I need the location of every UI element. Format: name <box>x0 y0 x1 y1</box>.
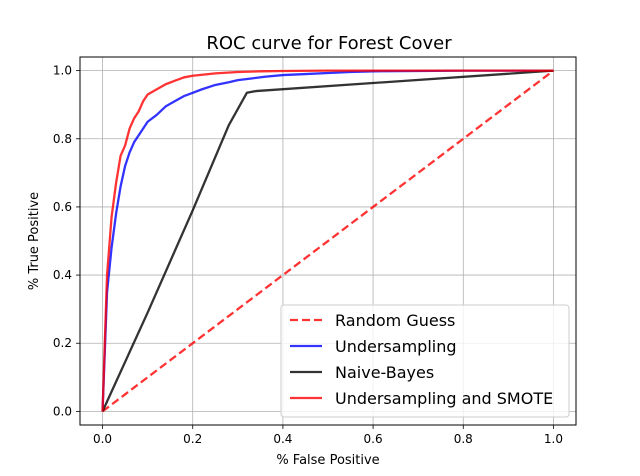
series-line-2 <box>101 69 554 412</box>
x-tick-label: 0.2 <box>183 432 202 446</box>
y-tick-label: 0.6 <box>53 200 72 214</box>
series-line-3 <box>101 69 554 412</box>
y-tick-label: 1.0 <box>53 64 72 78</box>
x-tick-label: 0.8 <box>454 432 473 446</box>
legend-label: Undersampling and SMOTE <box>335 389 553 408</box>
chart-title: ROC curve for Forest Cover <box>206 33 452 54</box>
x-tick-label: 0.0 <box>93 432 112 446</box>
legend-label: Undersampling <box>335 337 457 356</box>
series-line-0 <box>101 69 555 413</box>
legend-box <box>280 304 570 418</box>
legend-label: Naive-Bayes <box>335 363 434 382</box>
legend: Random Guess Undersampling Naive-Bayes Unde… <box>280 304 570 418</box>
y-tick-label: 0.2 <box>53 336 72 350</box>
x-tick-label: 0.4 <box>273 432 292 446</box>
y-tick-label: 0.0 <box>53 404 72 418</box>
x-tick-label: 1.0 <box>544 432 563 446</box>
y-tick-label: 0.4 <box>53 268 72 282</box>
y-axis-label: % True Positive <box>27 192 42 290</box>
y-ticks: 0.0 0.2 0.4 0.6 0.8 1.0 <box>53 64 80 418</box>
x-ticks: 0.0 0.2 0.4 0.6 0.8 1.0 <box>93 425 563 446</box>
plot-frame <box>79 56 577 426</box>
series-line-1 <box>101 69 554 412</box>
grid-lines <box>80 57 576 425</box>
legend-label: Random Guess <box>335 311 455 330</box>
x-tick-label: 0.6 <box>364 432 383 446</box>
x-axis-label: % False Positive <box>276 453 379 468</box>
y-tick-label: 0.8 <box>53 132 72 146</box>
series-lines <box>101 69 555 413</box>
